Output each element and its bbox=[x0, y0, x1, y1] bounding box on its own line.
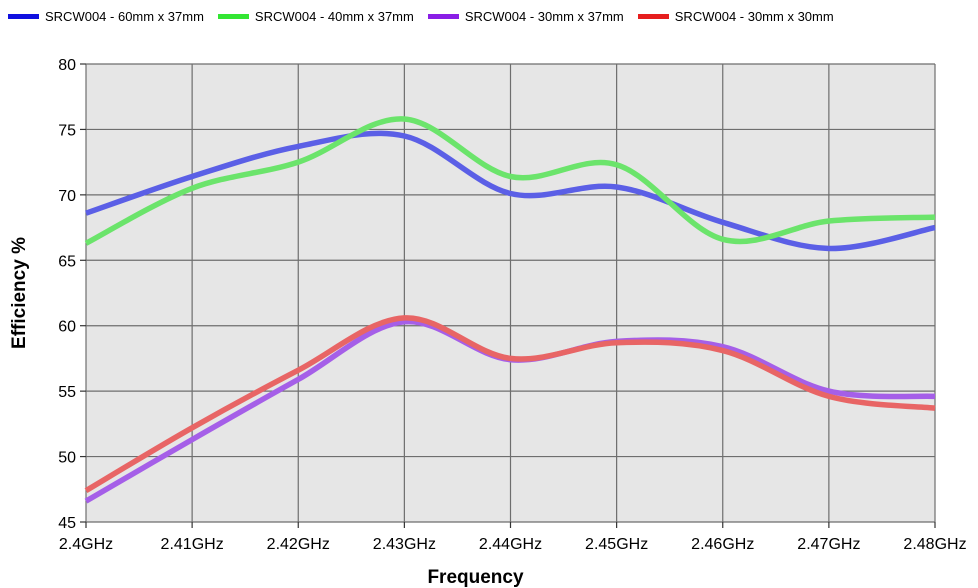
y-tick-label: 70 bbox=[58, 188, 76, 205]
legend-swatch bbox=[217, 13, 249, 19]
x-tick-label: 2.48GHz bbox=[903, 536, 966, 553]
legend-label: SRCW004 - 30mm x 37mm bbox=[464, 8, 624, 24]
series-line-1 bbox=[85, 130, 936, 252]
legend-item-4: SRCW004 - 30mm x 30mm bbox=[637, 8, 834, 24]
x-axis-title: Frequency bbox=[427, 567, 524, 588]
x-tick-label: 2.47GHz bbox=[797, 536, 860, 553]
x-tick-label: 2.44GHz bbox=[479, 536, 542, 553]
series-line-4 bbox=[84, 315, 936, 493]
axis-ticks: 45 50 55 60 65 70 75 80 2.4GHz 2.41GHz 2.42GHz 2.43… bbox=[58, 57, 966, 553]
y-tick-label: 80 bbox=[58, 57, 76, 74]
legend-item-2: SRCW004 - 40mm x 37mm bbox=[217, 8, 414, 24]
x-tick-label: 2.46GHz bbox=[691, 536, 754, 553]
legend-swatch bbox=[427, 13, 459, 19]
legend-item-3: SRCW004 - 30mm x 37mm bbox=[427, 8, 624, 24]
legend-label: SRCW004 - 30mm x 30mm bbox=[674, 8, 834, 24]
y-tick-label: 55 bbox=[58, 384, 76, 401]
series-line-2 bbox=[84, 116, 936, 246]
legend-item-1: SRCW004 - 60mm x 37mm bbox=[8, 9, 204, 24]
y-tick-label: 65 bbox=[58, 253, 76, 270]
legend-swatch bbox=[8, 13, 39, 19]
legend-label: SRCW004 - 40mm x 37mm bbox=[254, 8, 414, 24]
x-tick-label: 2.45GHz bbox=[585, 536, 648, 553]
x-tick-label: 2.43GHz bbox=[373, 536, 436, 553]
x-tick-label: 2.4GHz bbox=[59, 536, 113, 553]
legend: SRCW004 - 60mm x 37mm SRCW004 - 40mm x 37… bbox=[8, 7, 848, 25]
x-tick-label: 2.41GHz bbox=[161, 536, 224, 553]
y-tick-label: 75 bbox=[58, 122, 76, 139]
y-tick-label: 50 bbox=[58, 450, 76, 467]
series-layer bbox=[84, 116, 936, 504]
grid bbox=[85, 63, 936, 523]
legend-swatch bbox=[637, 13, 669, 19]
legend-label: SRCW004 - 60mm x 37mm bbox=[45, 8, 204, 24]
y-tick-label: 60 bbox=[58, 319, 76, 336]
y-axis-title: Efficiency % bbox=[9, 237, 30, 349]
y-tick-label: 45 bbox=[58, 515, 76, 532]
x-tick-label: 2.42GHz bbox=[267, 536, 330, 553]
